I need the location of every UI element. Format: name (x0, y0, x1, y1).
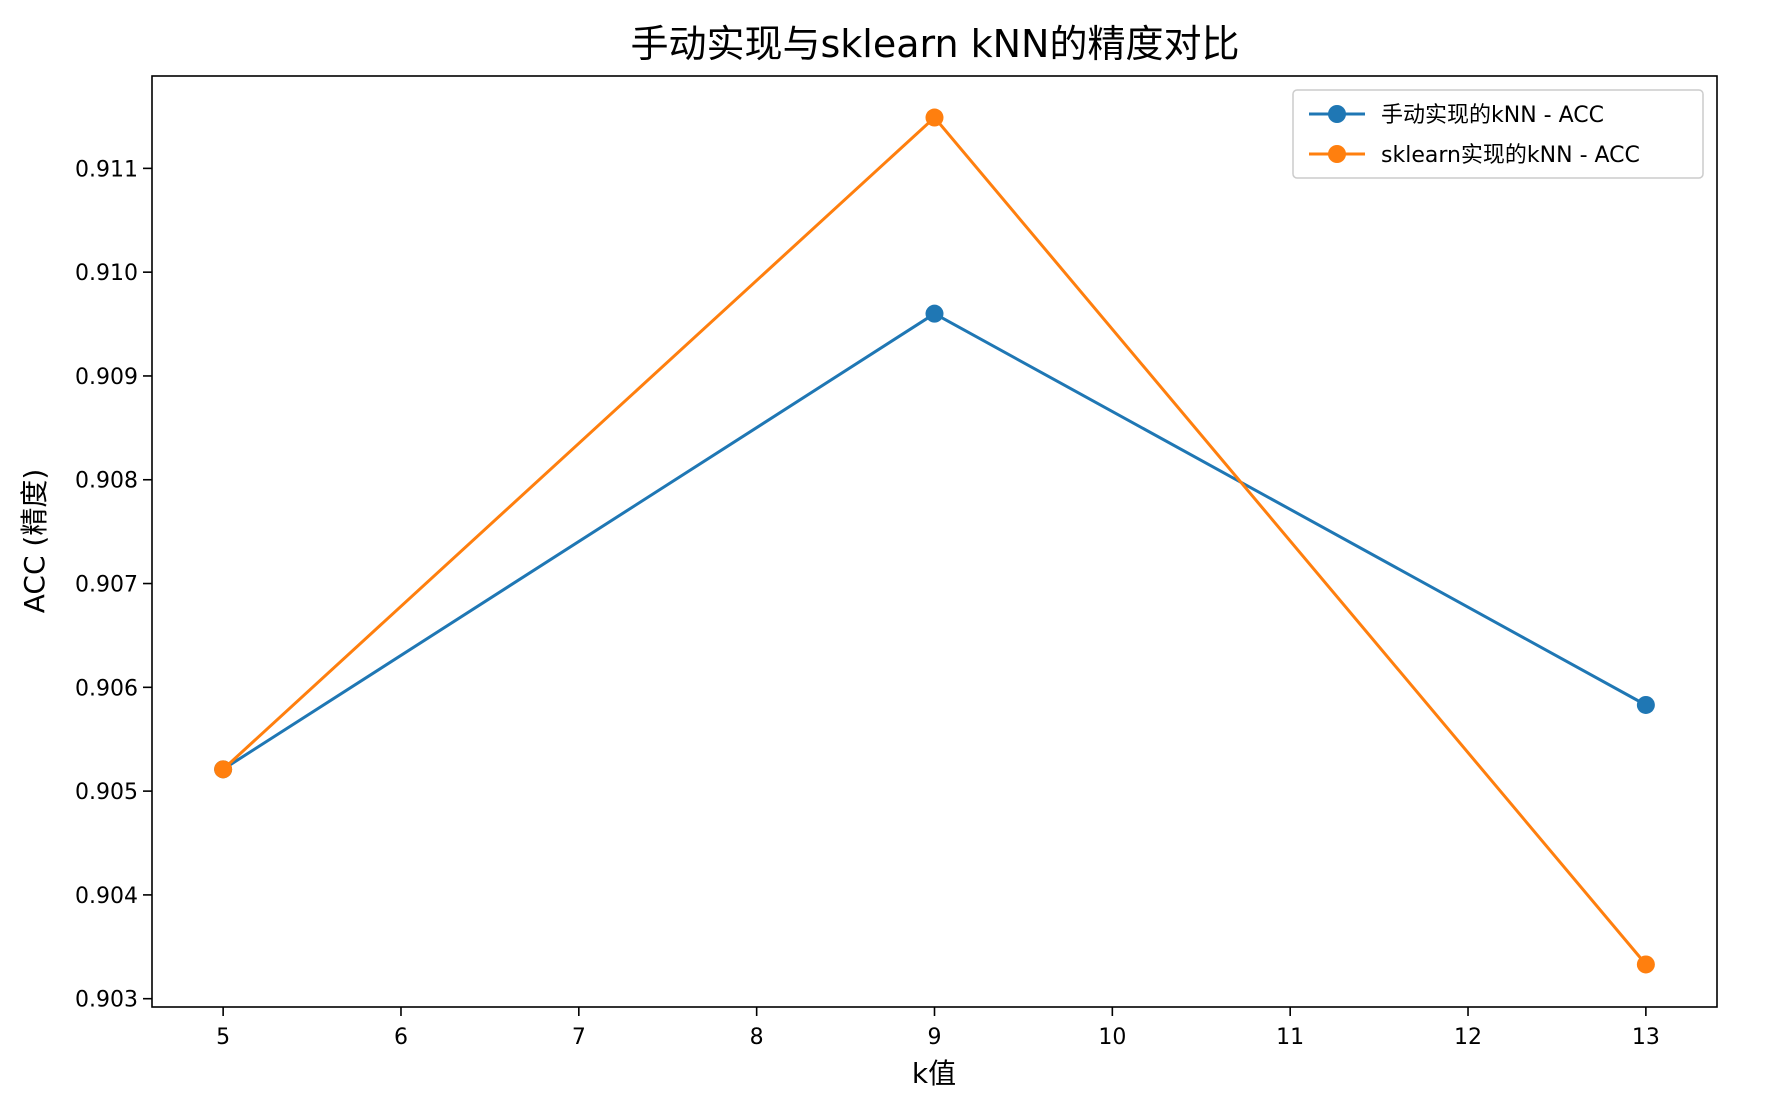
x-tick-label: 12 (1454, 1025, 1482, 1050)
x-tick-label: 11 (1276, 1025, 1304, 1050)
series-0-point (925, 304, 944, 323)
y-axis-title: ACC (精度) (18, 469, 51, 614)
x-tick-label: 8 (750, 1025, 764, 1050)
y-tick-label: 0.907 (75, 573, 138, 598)
series-group (214, 108, 1655, 974)
x-axis-title: k值 (912, 1057, 956, 1090)
y-tick-group: 0.903 0.904 0.905 0.906 0.907 0.908 0.909 0.910… (75, 157, 152, 1013)
x-tick-label: 9 (928, 1025, 942, 1050)
plot-area-frame (151, 75, 1718, 1008)
x-tick-label: 7 (572, 1025, 586, 1050)
series-0-point (1636, 695, 1655, 714)
x-tick-label: 5 (216, 1025, 230, 1050)
x-tick-label: 10 (1098, 1025, 1126, 1050)
legend-label-0: 手动实现的kNN - ACC (1381, 103, 1604, 128)
y-tick-label: 0.908 (75, 469, 138, 494)
y-tick-label: 0.910 (75, 261, 138, 286)
y-tick-label: 0.909 (75, 365, 138, 390)
legend: 手动实现的kNN - ACC sklearn实现的kNN - ACC (1292, 89, 1704, 179)
x-tick-label: 6 (394, 1025, 408, 1050)
y-tick-label: 0.903 (75, 988, 138, 1013)
series-1-point (214, 760, 233, 779)
chart-title: 手动实现与sklearn kNN的精度对比 (630, 22, 1239, 66)
y-tick-label: 0.906 (75, 676, 138, 701)
legend-box (1292, 89, 1704, 179)
legend-marker-0 (1328, 105, 1346, 123)
y-tick-label: 0.905 (75, 780, 138, 805)
y-tick-label: 0.911 (75, 157, 138, 182)
x-tick-group: 5 6 7 8 9 10 11 12 13 (216, 1007, 1660, 1050)
legend-label-1: sklearn实现的kNN - ACC (1381, 143, 1640, 168)
y-tick-label: 0.904 (75, 884, 138, 909)
x-tick-label: 13 (1632, 1025, 1660, 1050)
series-1-point (925, 108, 944, 127)
legend-marker-1 (1328, 145, 1346, 163)
series-1-point (1636, 955, 1655, 974)
